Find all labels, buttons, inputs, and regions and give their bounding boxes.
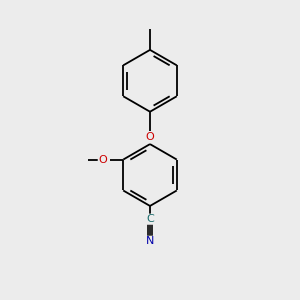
Text: N: N — [146, 236, 154, 246]
Text: O: O — [146, 132, 154, 142]
Text: C: C — [146, 214, 154, 224]
Text: O: O — [98, 154, 107, 165]
